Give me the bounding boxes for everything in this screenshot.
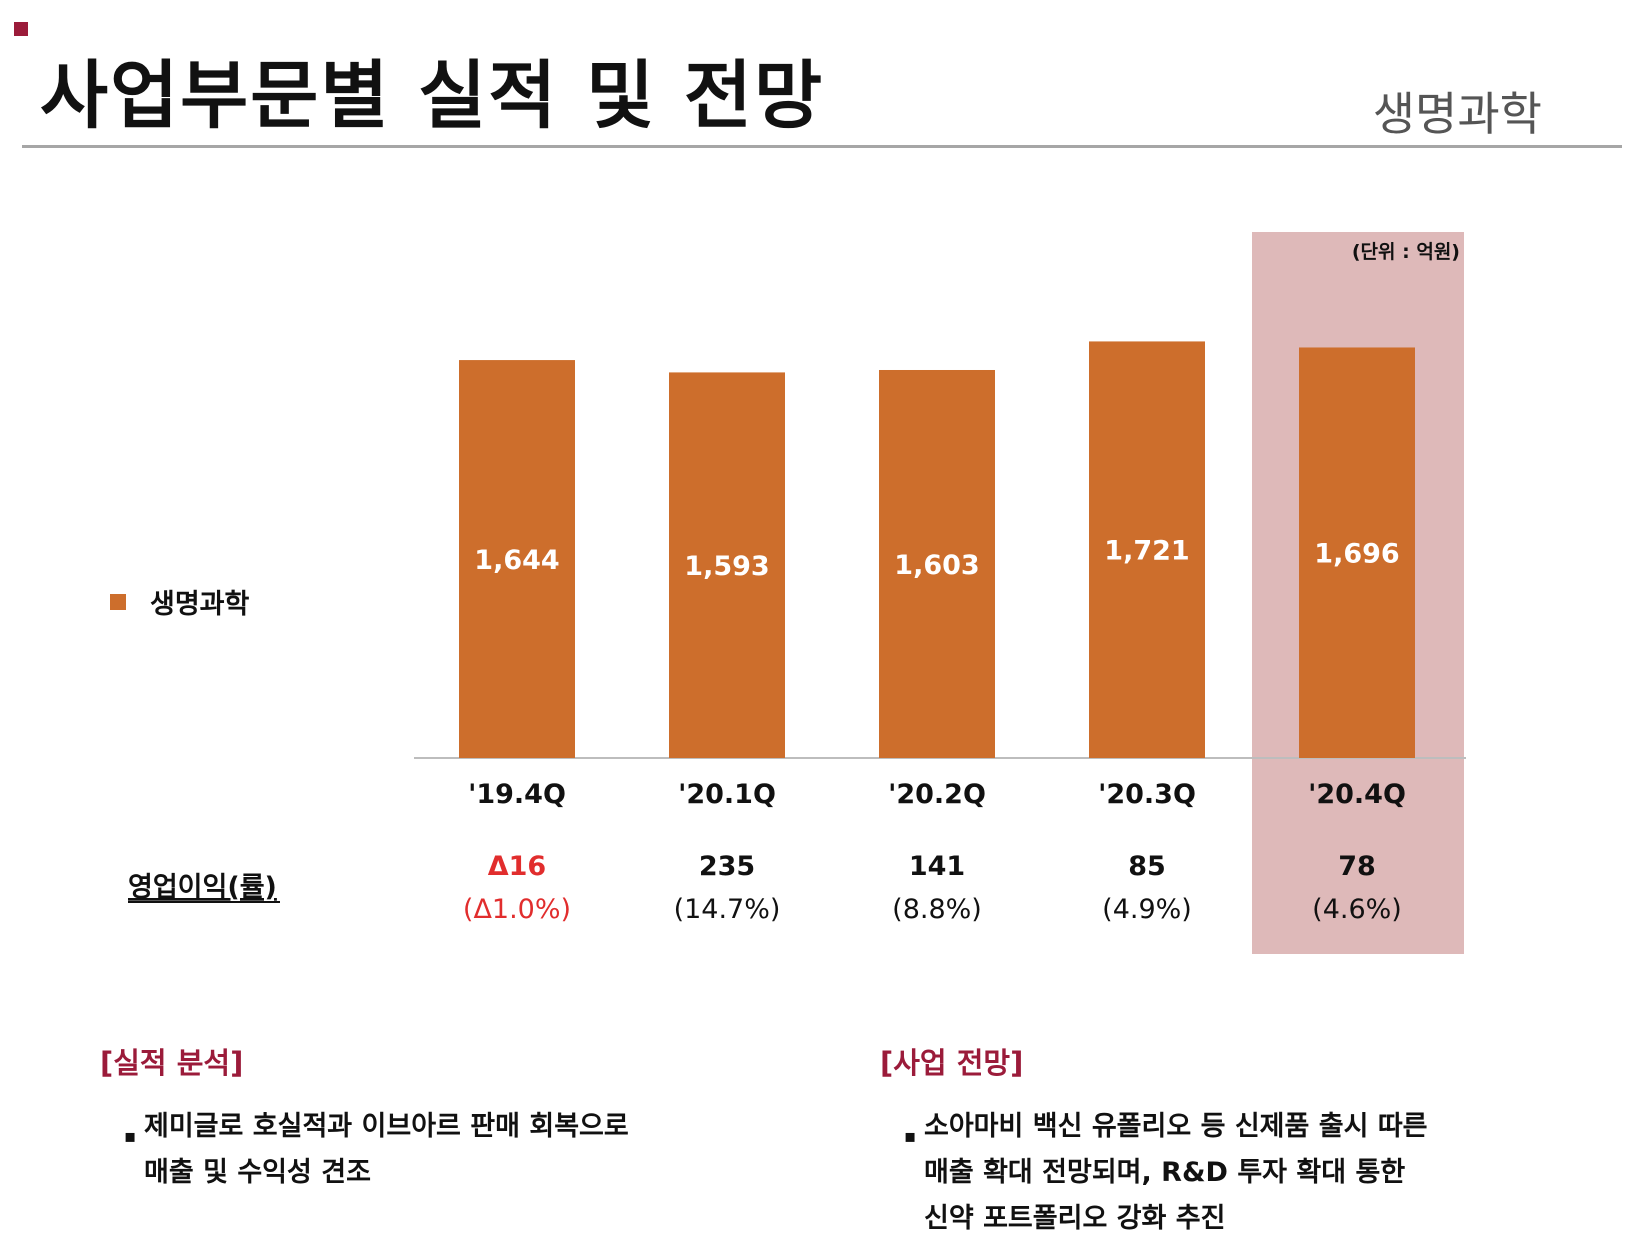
operating-profit-value: 85 bbox=[1128, 851, 1166, 882]
bar-value-label: 1,644 bbox=[474, 545, 559, 576]
operating-profit-value: 235 bbox=[699, 851, 755, 882]
bar-value-label: 1,721 bbox=[1104, 536, 1189, 567]
analysis-bullet-line: 제미글로 호실적과 이브아르 판매 회복으로 bbox=[144, 1111, 629, 1142]
operating-profit-value: 78 bbox=[1338, 851, 1376, 882]
analysis-bullet: ▪ 제미글로 호실적과 이브아르 판매 회복으로 매출 및 수익성 견조 bbox=[100, 1104, 629, 1196]
legend-label: 생명과학 bbox=[150, 589, 250, 620]
bar bbox=[459, 360, 575, 758]
operating-margin-rate: (4.6%) bbox=[1312, 894, 1402, 925]
analysis-heading: [실적 분석] bbox=[100, 1046, 244, 1080]
operating-margin-rate: (8.8%) bbox=[892, 894, 982, 925]
outlook-section: [사업 전망] ▪ 소아마비 백신 유폴리오 등 신제품 출시 따른 매출 확대… bbox=[880, 1040, 1428, 1242]
x-tick-label: '20.2Q bbox=[888, 779, 986, 810]
bar bbox=[1299, 347, 1415, 758]
section-tag: 생명과학 bbox=[1372, 87, 1542, 141]
x-tick-label: '19.4Q bbox=[468, 779, 566, 810]
x-tick-label: '20.4Q bbox=[1308, 779, 1406, 810]
bar bbox=[1089, 341, 1205, 758]
outlook-bullet-line: 소아마비 백신 유폴리오 등 신제품 출시 따른 bbox=[924, 1111, 1428, 1142]
operating-profit-label: 영업이익(률) bbox=[128, 872, 277, 903]
outlook-bullet: ▪ 소아마비 백신 유폴리오 등 신제품 출시 따른 매출 확대 전망되며, R… bbox=[880, 1104, 1428, 1242]
bar bbox=[669, 372, 785, 758]
operating-margin-rate: (Δ1.0%) bbox=[463, 894, 571, 925]
bullet-marker: ▪ bbox=[904, 1126, 917, 1147]
operating-margin-rate: (4.9%) bbox=[1102, 894, 1192, 925]
revenue-bar-chart: (단위 : 억원) 1,644 '19.4Q Δ16 (Δ1.0%) 1,593 '20.1… bbox=[128, 232, 1466, 954]
page-title: 사업부문별 실적 및 전망 bbox=[40, 53, 825, 139]
analysis-bullet-line: 매출 및 수익성 견조 bbox=[144, 1157, 371, 1188]
bullet-marker: ▪ bbox=[124, 1126, 137, 1147]
operating-margin-rate: (14.7%) bbox=[674, 894, 781, 925]
bar-value-label: 1,593 bbox=[684, 551, 769, 582]
x-tick-label: '20.1Q bbox=[678, 779, 776, 810]
bar-value-label: 1,603 bbox=[894, 550, 979, 581]
outlook-heading: [사업 전망] bbox=[880, 1046, 1024, 1080]
analysis-section: [실적 분석] ▪ 제미글로 호실적과 이브아르 판매 회복으로 매출 및 수익… bbox=[100, 1040, 629, 1196]
unit-label: (단위 : 억원) bbox=[1352, 241, 1460, 263]
outlook-bullet-line: 신약 포트폴리오 강화 추진 bbox=[924, 1203, 1226, 1234]
legend-swatch bbox=[110, 593, 126, 610]
x-tick-label: '20.3Q bbox=[1098, 779, 1196, 810]
bar bbox=[879, 369, 995, 758]
chart-legend: 생명과학 bbox=[110, 582, 249, 621]
operating-profit-value: 141 bbox=[909, 851, 965, 882]
title-divider bbox=[22, 145, 1622, 148]
title-accent-square bbox=[14, 22, 28, 36]
bar-value-label: 1,696 bbox=[1314, 539, 1399, 570]
outlook-bullet-line: 매출 확대 전망되며, R&D 투자 확대 통한 bbox=[924, 1157, 1406, 1188]
operating-profit-value: Δ16 bbox=[488, 851, 546, 882]
